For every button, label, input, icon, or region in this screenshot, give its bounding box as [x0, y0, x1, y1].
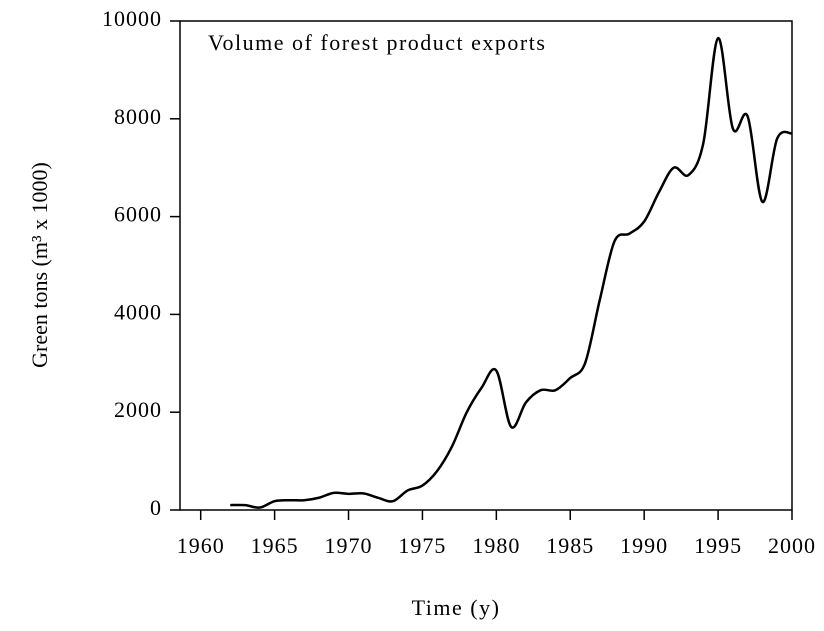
x-tick-label: 1975	[398, 533, 446, 558]
x-axis-label: Time (y)	[412, 595, 501, 620]
x-tick-label: 2000	[768, 533, 816, 558]
x-tick-label: 1965	[251, 533, 299, 558]
x-tick-label: 1970	[325, 533, 373, 558]
x-tick-label: 1985	[546, 533, 594, 558]
y-tick-label: 10000	[102, 6, 162, 31]
y-tick-label: 8000	[114, 104, 162, 129]
x-tick-label: 1995	[694, 533, 742, 558]
y-tick-label: 6000	[114, 202, 162, 227]
plot-frame	[179, 20, 793, 511]
chart-title: Volume of forest product exports	[208, 30, 546, 55]
x-tick-label: 1990	[620, 533, 668, 558]
y-tick-label: 4000	[114, 299, 162, 324]
x-tick-label: 1960	[177, 533, 225, 558]
data-line	[230, 36, 793, 509]
y-tick-label: 2000	[114, 397, 162, 422]
y-axis-label: Green tons (m³ x 1000)	[27, 162, 52, 368]
y-tick-label: 0	[150, 495, 162, 520]
x-tick-label: 1980	[472, 533, 520, 558]
